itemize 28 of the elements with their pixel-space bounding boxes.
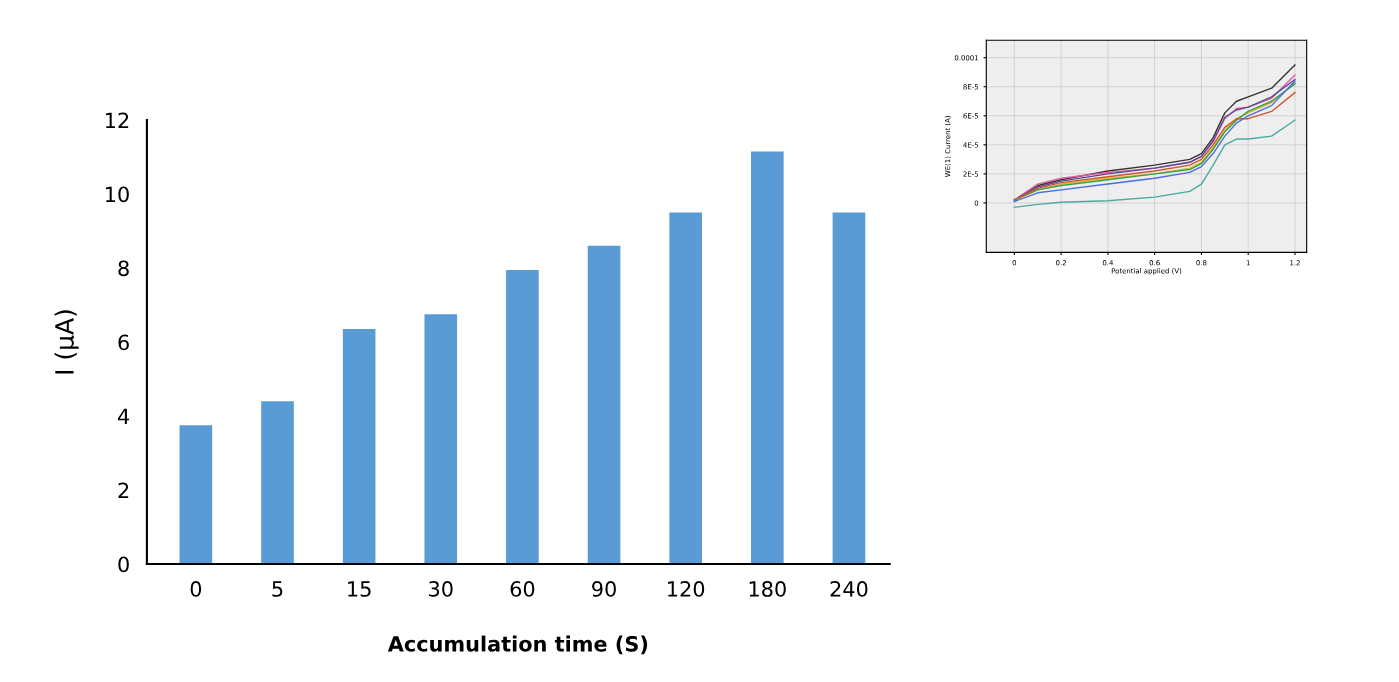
y-tick-label: 0: [118, 556, 129, 573]
x-tick-label: 90: [592, 581, 616, 597]
y-tick-label: 6: [118, 334, 129, 351]
x-tick-label: 120: [668, 581, 705, 597]
bar: [587, 245, 621, 565]
x-tick-label: 240: [830, 581, 868, 597]
bar: [261, 401, 294, 565]
y-tick-label: 12: [106, 112, 129, 128]
bar: [832, 212, 866, 565]
bar: [669, 212, 703, 565]
x-axis-title: Accumulation time (S): [387, 635, 648, 655]
y-tick-label: 2: [118, 482, 129, 498]
x-tick-label: 0: [190, 581, 202, 597]
y-tick-label: 4: [117, 408, 130, 424]
line-series: [1013, 119, 1296, 208]
bar: [342, 329, 376, 565]
bar: [179, 425, 213, 565]
x-tick-label: 60: [510, 581, 535, 597]
x-tick-label: 180: [749, 581, 786, 597]
y-tick-label: 8: [118, 260, 129, 277]
bar: [506, 269, 539, 565]
x-tick-label: 30: [429, 581, 453, 597]
y-axis-title: I (μA): [54, 310, 79, 374]
bar: [750, 151, 784, 565]
x-tick-label: 15: [348, 581, 371, 597]
y-tick-label: 10: [106, 186, 129, 203]
x-tick-label: 5: [272, 581, 283, 597]
bar: [424, 314, 458, 565]
